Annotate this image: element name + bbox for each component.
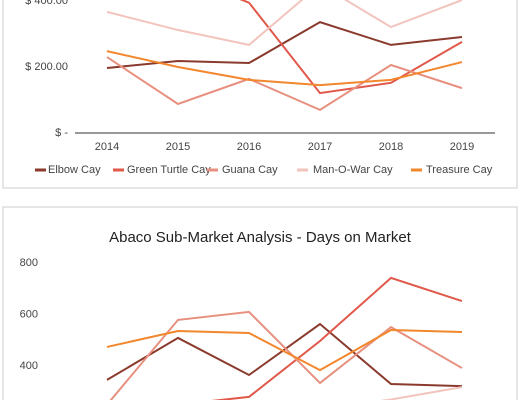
series-line bbox=[106, 0, 463, 46]
y-tick-label: 400 bbox=[20, 360, 38, 372]
x-tick-label: 2019 bbox=[450, 141, 474, 153]
x-tick-label: 2015 bbox=[166, 141, 190, 153]
legend-label: Guana Cay bbox=[222, 164, 278, 176]
y-tick-label: 600 bbox=[20, 308, 38, 320]
y-tick-label: $ 400.00 bbox=[25, 0, 68, 7]
legend-label: Man-O-War Cay bbox=[313, 164, 393, 176]
x-tick-label: 2014 bbox=[95, 141, 119, 153]
series-line bbox=[106, 56, 463, 112]
series-line bbox=[106, 322, 463, 388]
series-line bbox=[380, 386, 463, 400]
series-line bbox=[211, 276, 463, 400]
legend-label: Elbow Cay bbox=[48, 164, 101, 176]
chart-card bbox=[2, 0, 518, 189]
legend-label: Green Turtle Cay bbox=[127, 164, 211, 176]
y-tick-label: $ - bbox=[55, 127, 68, 139]
x-tick-label: 2016 bbox=[237, 141, 261, 153]
y-tick-label: 800 bbox=[20, 257, 38, 269]
legend-label: Treasure Cay bbox=[426, 164, 493, 176]
y-tick-label: $ 200.00 bbox=[25, 61, 68, 73]
series-line bbox=[106, 50, 463, 87]
chart-title: Abaco Sub-Market Analysis - Days on Mark… bbox=[109, 229, 412, 246]
x-tick-label: 2018 bbox=[379, 141, 403, 153]
x-tick-label: 2017 bbox=[308, 141, 332, 153]
series-line bbox=[106, 328, 463, 372]
series-line bbox=[106, 21, 463, 69]
